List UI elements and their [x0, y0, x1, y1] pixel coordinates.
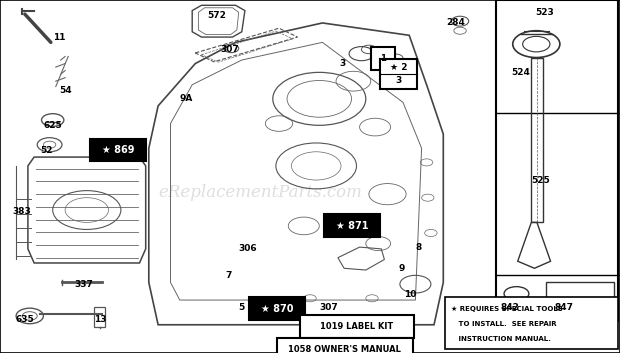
Text: 10: 10 — [404, 290, 417, 299]
Text: 572: 572 — [208, 11, 226, 20]
Bar — [90, 138, 146, 162]
Text: 3: 3 — [339, 59, 345, 68]
Text: 524: 524 — [512, 68, 530, 77]
Text: 8: 8 — [415, 243, 422, 252]
Text: 1: 1 — [380, 54, 386, 63]
Text: 52: 52 — [40, 145, 53, 155]
Text: 842: 842 — [500, 303, 519, 312]
Bar — [531, 58, 543, 222]
Text: 5: 5 — [239, 303, 245, 312]
Text: 337: 337 — [74, 280, 93, 289]
Text: ★ 871: ★ 871 — [336, 221, 368, 231]
Bar — [277, 338, 413, 353]
Text: 307: 307 — [319, 303, 338, 312]
Bar — [249, 297, 305, 321]
Text: 54: 54 — [59, 85, 71, 95]
Bar — [380, 59, 417, 89]
Text: 7: 7 — [225, 271, 231, 280]
Text: 306: 306 — [239, 244, 257, 253]
Bar — [300, 315, 414, 338]
Text: 625: 625 — [43, 121, 62, 130]
Text: 635: 635 — [16, 315, 34, 324]
Text: 523: 523 — [535, 8, 554, 17]
Text: 1019 LABEL KIT: 1019 LABEL KIT — [321, 322, 394, 331]
Text: 11: 11 — [53, 32, 65, 42]
Bar — [496, 0, 618, 321]
Text: INSTRUCTION MANUAL.: INSTRUCTION MANUAL. — [451, 336, 551, 341]
Text: 9: 9 — [399, 264, 405, 273]
Text: 3: 3 — [396, 76, 402, 85]
Text: ★ REQUIRES SPECIAL TOOLS: ★ REQUIRES SPECIAL TOOLS — [451, 306, 563, 312]
Text: 13: 13 — [94, 315, 107, 324]
Text: ★ 870: ★ 870 — [261, 304, 293, 314]
Bar — [94, 307, 105, 327]
Text: 284: 284 — [446, 18, 465, 28]
Text: 307: 307 — [220, 45, 239, 54]
Text: 383: 383 — [12, 207, 31, 216]
Text: TO INSTALL.  SEE REPAIR: TO INSTALL. SEE REPAIR — [451, 321, 557, 327]
Text: 525: 525 — [531, 175, 550, 185]
Text: 1058 OWNER'S MANUAL: 1058 OWNER'S MANUAL — [288, 345, 401, 353]
Text: ★ 2: ★ 2 — [390, 63, 407, 72]
Bar — [445, 297, 618, 349]
Bar — [324, 214, 380, 237]
Text: eReplacementParts.com: eReplacementParts.com — [159, 184, 362, 201]
Text: 9A: 9A — [179, 94, 193, 103]
Text: 847: 847 — [555, 303, 574, 312]
Bar — [546, 282, 614, 318]
Text: ★ 869: ★ 869 — [102, 145, 134, 155]
Bar — [371, 47, 395, 70]
